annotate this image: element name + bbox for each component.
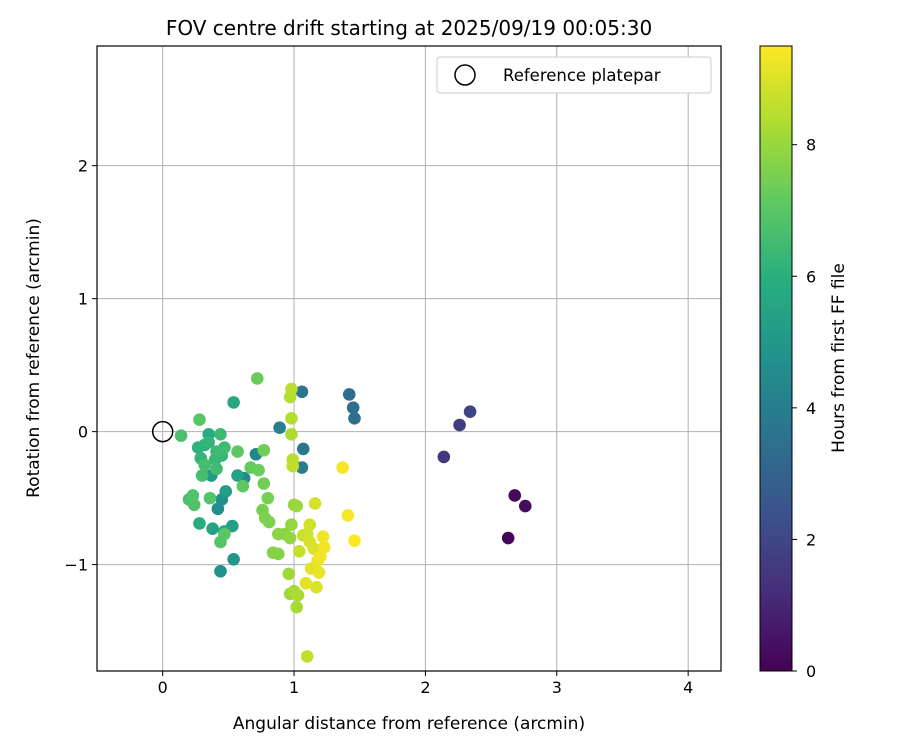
data-point [310,580,323,594]
data-point [257,477,271,490]
grid-lines [97,46,721,671]
x-axis-label: Angular distance from reference (arcmin) [233,714,585,734]
data-point [218,441,231,454]
data-point [214,427,227,441]
data-points [174,372,532,663]
colorbar: 0 2 4 6 8 Hours from first FF file [759,45,849,681]
colorbar-ticks: 0 2 4 6 8 [792,136,816,681]
data-point [231,469,244,482]
x-tick-label: 0 [158,678,168,697]
data-point [250,372,264,385]
data-point [316,530,330,543]
data-point [191,441,205,454]
data-point [236,479,250,493]
legend: Reference platepar [436,56,712,94]
data-point [453,418,466,432]
data-point [303,518,317,532]
data-point [308,497,322,510]
data-point [285,427,298,441]
colorbar-tick-label: 8 [806,136,816,155]
data-point [299,576,313,590]
legend-box [436,56,712,94]
data-point [210,462,223,476]
data-point [231,445,244,458]
data-point [348,412,361,425]
data-point [193,413,206,426]
data-point [282,567,296,581]
colorbar-gradient [759,45,793,672]
data-point [271,547,285,561]
data-point [312,566,326,579]
colorbar-tick-label: 4 [806,399,816,418]
colorbar-tick-label: 6 [806,267,816,286]
data-point [437,450,451,464]
data-point [273,421,286,434]
data-point [174,429,188,442]
x-tick-label: 4 [683,678,693,697]
data-point [214,564,227,578]
reference-platepar-marker [151,420,174,443]
x-tick-label: 2 [420,678,430,697]
x-tick-label: 3 [552,678,562,697]
data-point [341,509,355,522]
data-point [219,485,233,498]
data-point [186,489,200,502]
data-point [317,541,331,554]
y-tick-label: 1 [78,290,88,309]
data-point [227,396,240,409]
data-point [202,435,215,449]
data-point [286,459,300,473]
data-point [261,491,275,505]
data-point [218,527,231,541]
data-point [283,531,297,545]
plot-area [97,46,721,671]
plot-frame [96,45,722,672]
data-point [203,491,217,505]
data-point [290,600,303,614]
legend-marker [454,64,476,86]
data-point [262,515,276,529]
data-point [252,463,265,477]
chart-title: FOV centre drift starting at 2025/09/19 … [166,16,652,40]
data-point [290,499,303,513]
data-point [206,522,219,536]
data-point [342,388,356,401]
data-point [291,588,305,602]
data-point [193,517,206,530]
legend-label: Reference platepar [503,66,661,85]
data-point [285,382,298,396]
data-point [285,412,298,425]
data-point [198,458,212,472]
data-point [187,498,201,512]
data-point [257,443,271,457]
data-point [518,499,532,513]
y-tick-label: −1 [64,556,88,575]
data-point [293,545,306,558]
data-point [508,489,522,502]
x-tick-label: 1 [289,678,299,697]
data-point [296,442,310,456]
data-point [295,461,309,474]
colorbar-label: Hours from first FF file [829,263,849,453]
y-tick-label: 0 [78,423,88,442]
data-point [348,534,361,547]
data-point [501,531,515,545]
data-point [295,385,309,399]
data-point [195,469,209,482]
y-axis-label: Rotation from reference (arcmin) [24,218,44,498]
colorbar-tick-label: 2 [806,530,816,549]
axis-ticks: 0 1 2 3 4 −1 0 1 2 [64,157,693,697]
data-point [463,405,477,418]
data-point [300,650,314,663]
y-tick-label: 2 [78,157,88,176]
data-point [227,552,240,566]
colorbar-tick-label: 0 [806,662,816,681]
data-point [336,461,349,474]
data-point [346,401,360,415]
data-point [285,518,298,532]
